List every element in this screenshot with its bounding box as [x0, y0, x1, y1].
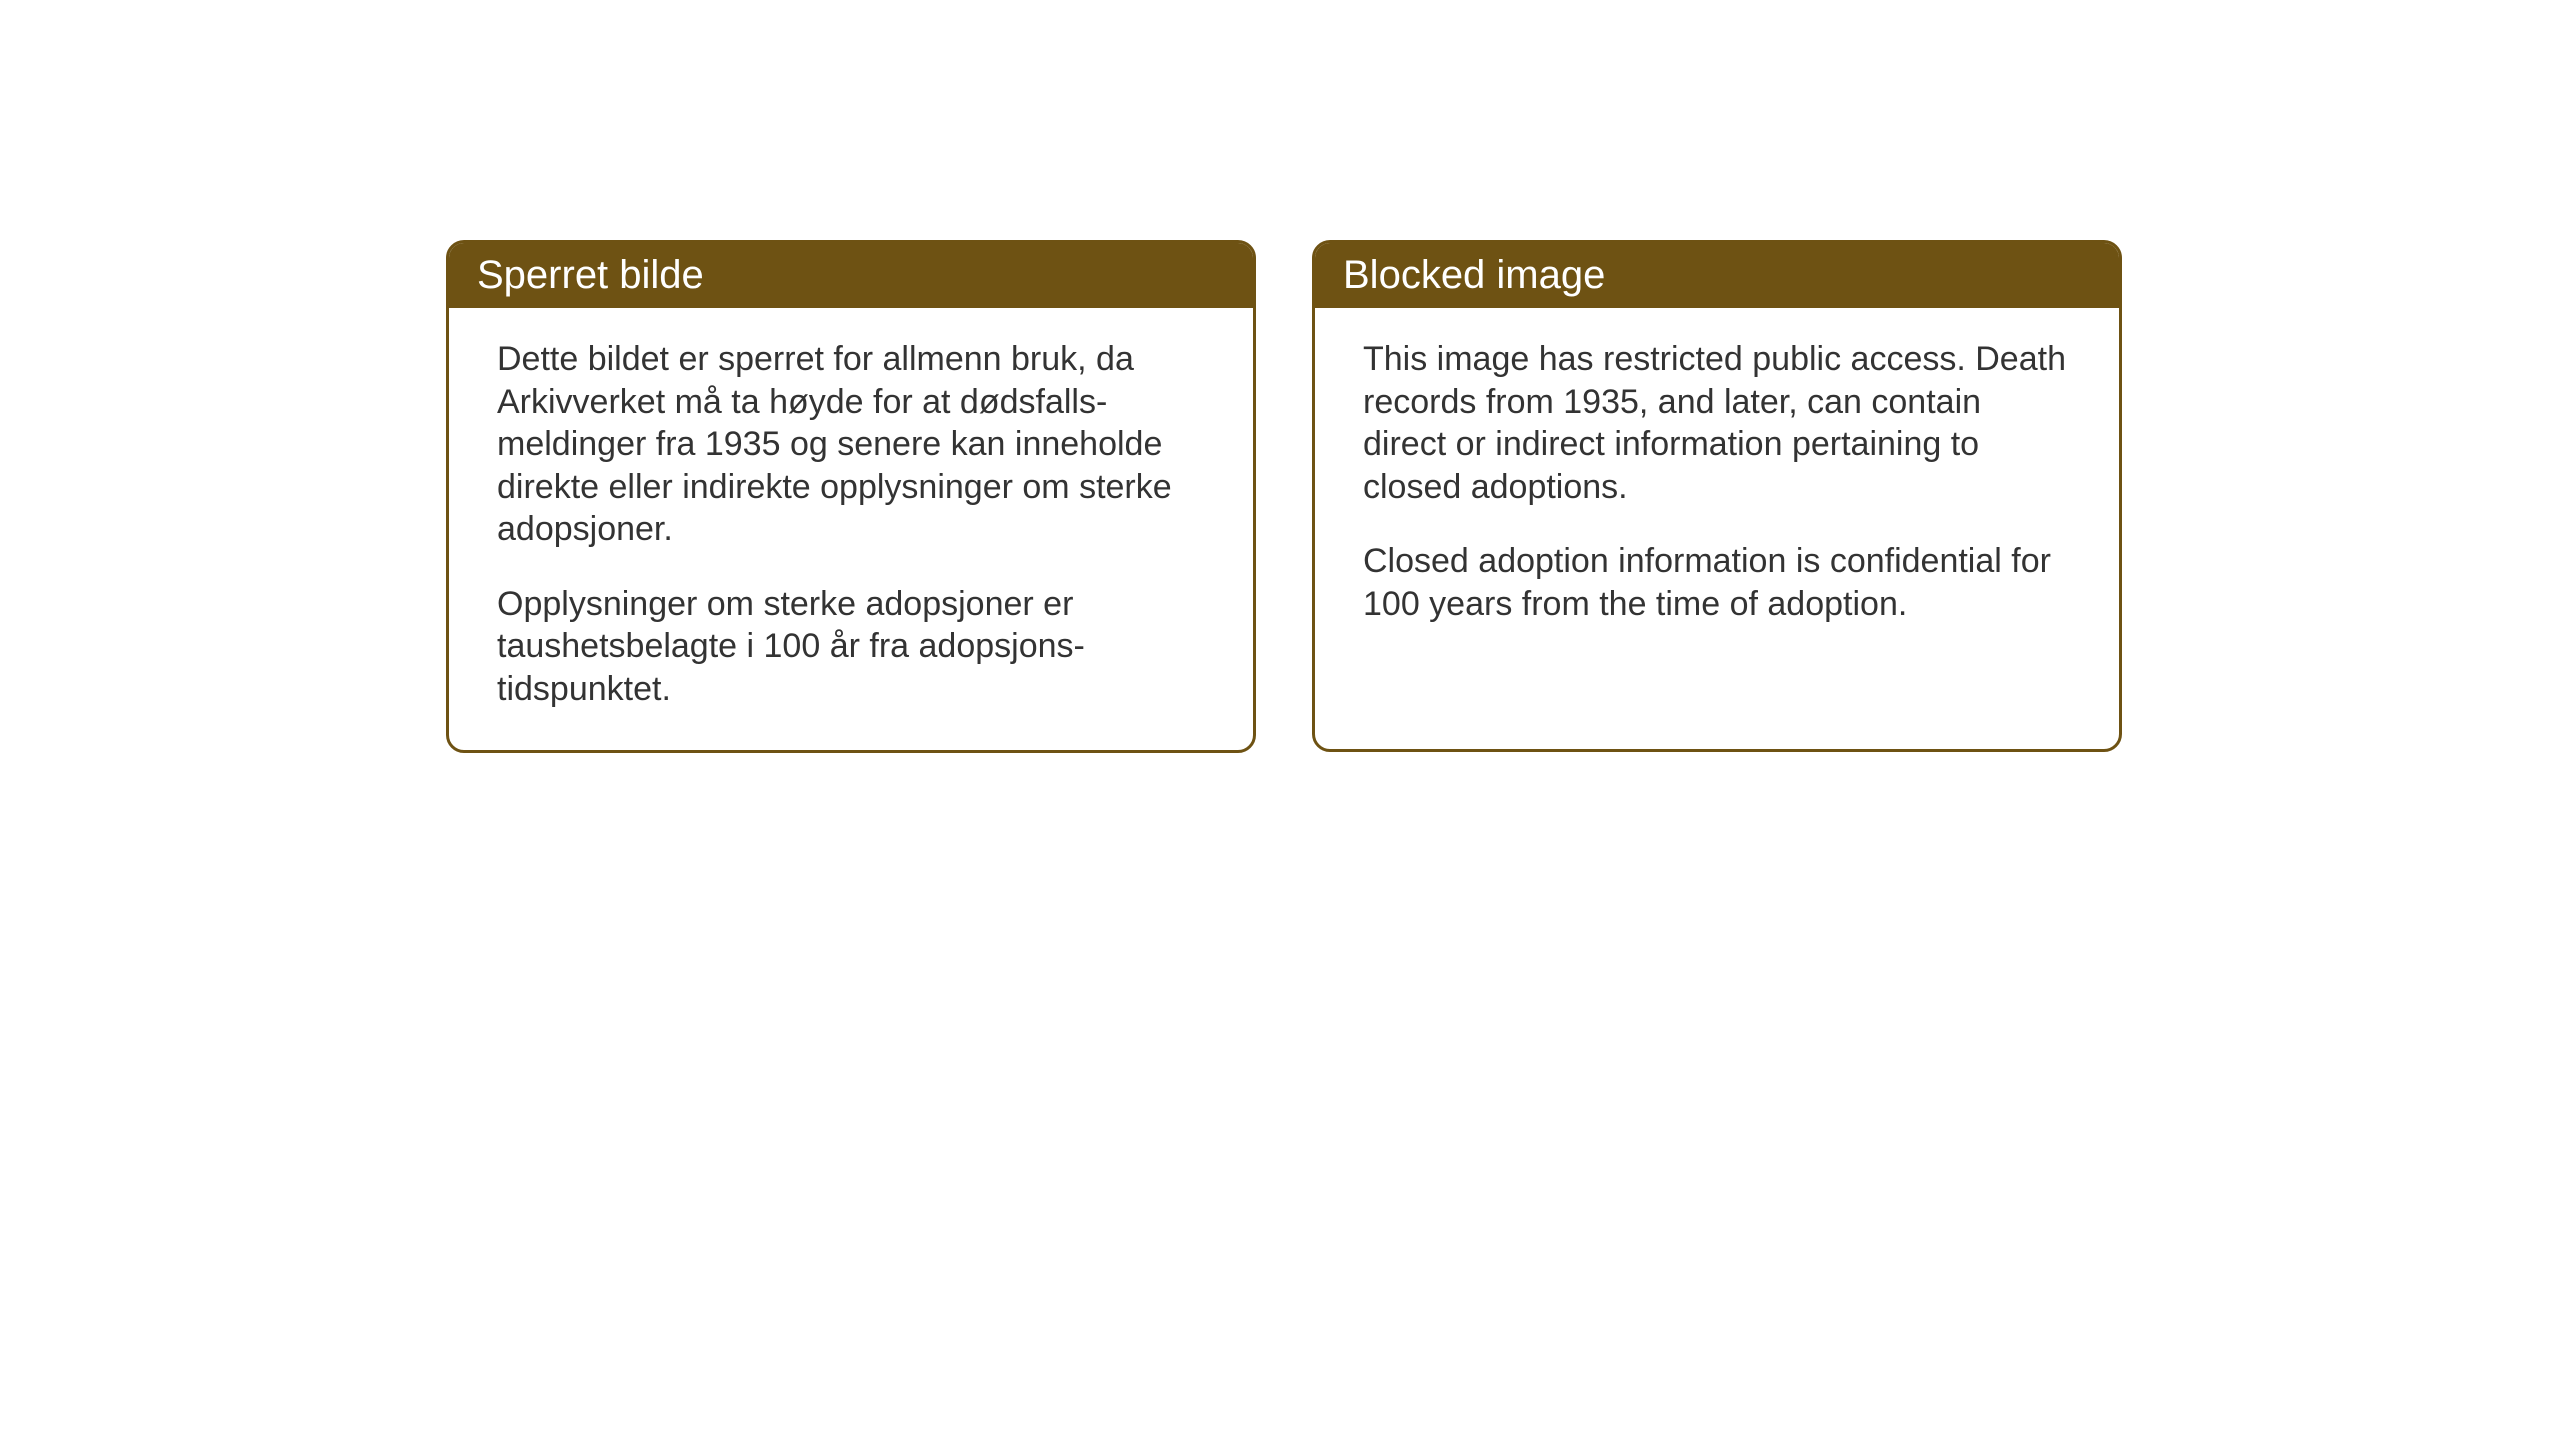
card-body-english: This image has restricted public access.…: [1315, 308, 2119, 665]
card-title: Blocked image: [1343, 253, 1605, 297]
card-paragraph-2: Closed adoption information is confident…: [1363, 540, 2071, 625]
card-paragraph-1: Dette bildet er sperret for allmenn bruk…: [497, 338, 1205, 551]
card-title: Sperret bilde: [477, 253, 704, 297]
cards-container: Sperret bilde Dette bildet er sperret fo…: [446, 240, 2122, 753]
card-header-english: Blocked image: [1315, 243, 2119, 308]
card-paragraph-2: Opplysninger om sterke adopsjoner er tau…: [497, 583, 1205, 711]
notice-card-english: Blocked image This image has restricted …: [1312, 240, 2122, 752]
card-paragraph-1: This image has restricted public access.…: [1363, 338, 2071, 508]
card-body-norwegian: Dette bildet er sperret for allmenn bruk…: [449, 308, 1253, 750]
notice-card-norwegian: Sperret bilde Dette bildet er sperret fo…: [446, 240, 1256, 753]
card-header-norwegian: Sperret bilde: [449, 243, 1253, 308]
